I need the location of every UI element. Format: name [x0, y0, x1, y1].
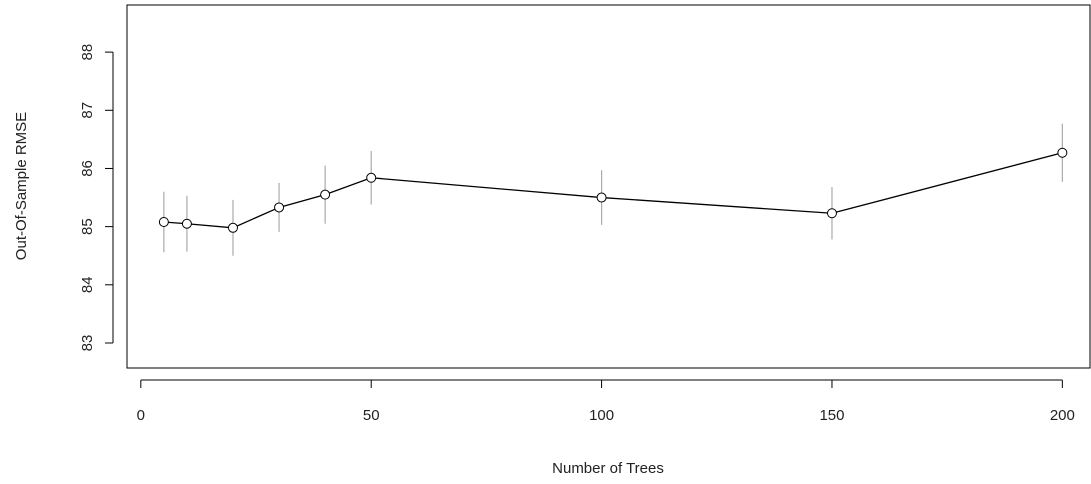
y-tick-label: 85 [79, 218, 96, 235]
point [274, 202, 285, 213]
x-axis-label: Number of Trees [552, 460, 664, 477]
y-tick-label: 84 [79, 276, 96, 293]
y-tick-label: 86 [79, 160, 96, 177]
y-tick-label: 87 [79, 102, 96, 119]
point [158, 216, 169, 227]
x-tick-label: 150 [819, 407, 844, 424]
y-tick-label: 88 [79, 44, 96, 61]
point [227, 222, 238, 233]
point [826, 208, 837, 219]
x-tick-label: 0 [137, 407, 145, 424]
y-axis-label: Out-Of-Sample RMSE [13, 112, 30, 260]
x-tick-label: 200 [1050, 407, 1075, 424]
point [1057, 147, 1068, 158]
x-tick-label: 100 [589, 407, 614, 424]
plot-box [126, 4, 1091, 369]
point [320, 189, 331, 200]
x-tick-label: 50 [363, 407, 380, 424]
point [181, 218, 192, 229]
y-tick-label: 83 [79, 335, 96, 352]
point [366, 172, 377, 183]
point [596, 192, 607, 203]
series-line [163, 152, 1063, 229]
